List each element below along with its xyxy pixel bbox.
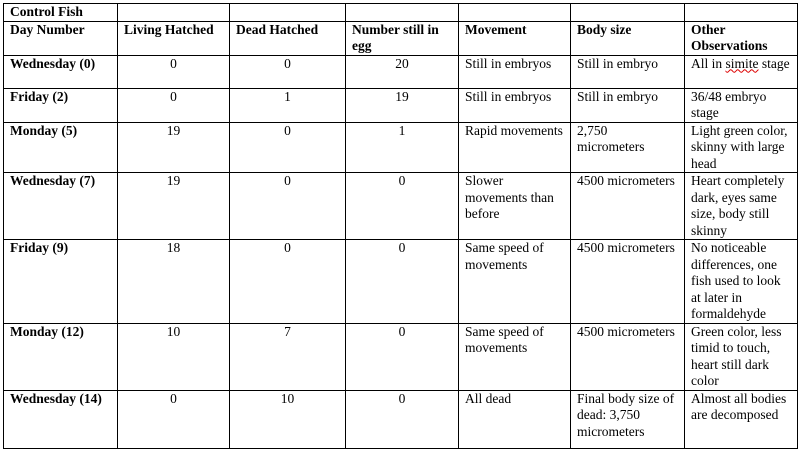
- table-cell: 10: [117, 322, 230, 391]
- table-cell: 20: [345, 54, 459, 89]
- table-cell: Wednesday (7): [3, 172, 118, 240]
- table-cell: Still in embryos: [458, 54, 571, 89]
- table-cell: 4500 micrometers: [570, 239, 685, 324]
- table-row: Monday (5) 19 0 1 Rapid movements 2,750 micro…: [3, 121, 798, 173]
- table-cell: 19: [117, 121, 230, 173]
- table-cell: Same speed of movements: [458, 322, 571, 391]
- table-cell: All dead: [458, 389, 571, 449]
- table-row: Wednesday (7) 19 0 0 Slower movements than b…: [3, 172, 798, 240]
- table-cell: 1: [345, 121, 459, 173]
- table-cell: 0: [117, 389, 230, 449]
- column-header: Body size: [570, 20, 685, 56]
- table-cell: 10: [229, 389, 346, 449]
- table-cell: Wednesday (14): [3, 389, 118, 449]
- table-cell: Friday (2): [3, 87, 118, 123]
- table-cell: Light green color, skinny with large hea…: [684, 121, 798, 173]
- table-cell: Wednesday (0): [3, 54, 118, 89]
- table-cell: Rapid movements: [458, 121, 571, 173]
- table-cell: 0: [229, 54, 346, 89]
- table-row: Wednesday (14) 0 10 0 All dead Final body siz…: [3, 389, 798, 449]
- table-cell: 0: [345, 239, 459, 324]
- table-cell: Slower movements than before: [458, 172, 571, 240]
- control-fish-table: Control Fish Day Number Living Hatched Dea…: [3, 3, 798, 449]
- table-cell: 0: [117, 54, 230, 89]
- table-cell: 0: [229, 121, 346, 173]
- table-cell: 0: [229, 172, 346, 240]
- table-row: Wednesday (0) 0 0 20 Still in embryos Still i…: [3, 54, 798, 89]
- header-row: Day Number Living Hatched Dead Hatched Numb…: [3, 20, 798, 56]
- table-cell: 1: [229, 87, 346, 123]
- table-row: Monday (12) 10 7 0 Same speed of movements 45…: [3, 322, 798, 391]
- table-cell: No noticeable differences, one fish used…: [684, 239, 798, 324]
- table-cell: Heart completely dark, eyes same size, b…: [684, 172, 798, 240]
- table-cell: 7: [229, 322, 346, 391]
- table-cell: Final body size of dead: 3,750 micromete…: [570, 389, 685, 449]
- table-cell: 36/48 embryo stage: [684, 87, 798, 123]
- table-cell: Almost all bodies are decomposed: [684, 389, 798, 449]
- column-header: Other Observations: [684, 20, 798, 56]
- table-cell: Still in embryos: [458, 87, 571, 123]
- table-cell: 18: [117, 239, 230, 324]
- column-header: Living Hatched: [117, 20, 230, 56]
- table-cell: Monday (12): [3, 322, 118, 391]
- table-cell: 0: [229, 239, 346, 324]
- table-cell: Green color, less timid to touch, heart …: [684, 322, 798, 391]
- table-cell: Friday (9): [3, 239, 118, 324]
- table-cell: 4500 micrometers: [570, 172, 685, 240]
- column-header: Dead Hatched: [229, 20, 346, 56]
- table-cell: Same speed of movements: [458, 239, 571, 324]
- table-cell: 0: [345, 172, 459, 240]
- table-cell: All in simite stage: [684, 54, 798, 89]
- table-cell: 19: [117, 172, 230, 240]
- column-header: Movement: [458, 20, 571, 56]
- table-cell: 0: [117, 87, 230, 123]
- table-cell: Monday (5): [3, 121, 118, 173]
- table-cell: Still in embryo: [570, 87, 685, 123]
- table-cell: 4500 micrometers: [570, 322, 685, 391]
- table-title: Control Fish: [3, 3, 118, 22]
- table-cell: 2,750 micrometers: [570, 121, 685, 173]
- column-header: Number still in egg: [345, 20, 459, 56]
- spellcheck-word: simite: [725, 55, 759, 71]
- column-header: Day Number: [3, 20, 118, 56]
- table-cell: Still in embryo: [570, 54, 685, 89]
- table-cell: 0: [345, 322, 459, 391]
- table-cell: 19: [345, 87, 459, 123]
- table-row: Friday (9) 18 0 0 Same speed of movements 450…: [3, 239, 798, 324]
- table-cell: 0: [345, 389, 459, 449]
- table-row: Friday (2) 0 1 19 Still in embryos Still in e…: [3, 87, 798, 123]
- title-row: Control Fish: [3, 3, 798, 22]
